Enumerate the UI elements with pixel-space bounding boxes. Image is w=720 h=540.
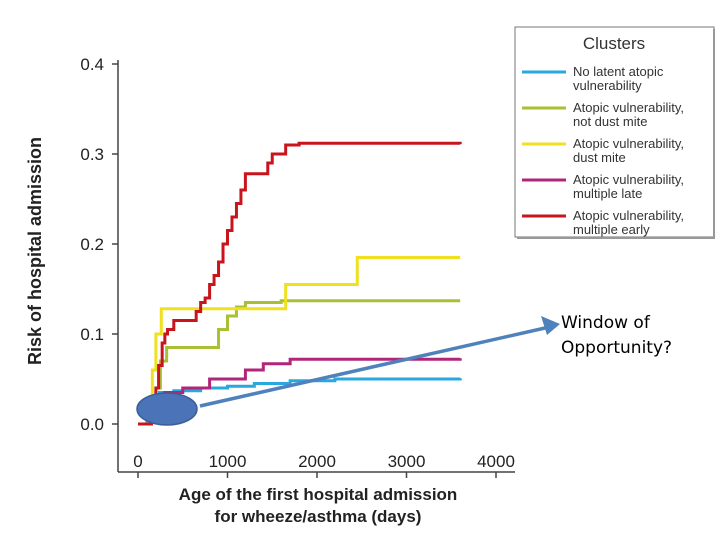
x-ticks: 0 1000 2000 3000 4000 [133, 452, 515, 478]
x-axis-label-line-2: for wheeze/asthma (days) [215, 507, 422, 526]
annotation-arrow-group [136, 316, 560, 426]
legend-box [514, 26, 715, 238]
y-tick-label: 0.2 [80, 235, 104, 254]
legend-label-atopic-vulnerability-not-dust-mite: not dust mite [573, 114, 647, 129]
annotation-arrowhead [541, 316, 560, 335]
annotation-arrow-line [199, 326, 546, 408]
legend-title: Clusters [583, 34, 645, 53]
y-axis-label: Risk of hospital admission [25, 137, 45, 365]
legend-label-no-latent-atopic-vulnerability: No latent atopic [573, 64, 664, 79]
x-tick-label: 3000 [388, 452, 426, 471]
y-tick-label: 0.1 [80, 325, 104, 344]
x-tick-label: 0 [133, 452, 142, 471]
x-tick-label: 4000 [477, 452, 515, 471]
legend-label-atopic-vulnerability-multiple-late: Atopic vulnerability, [573, 172, 684, 187]
y-tick-label: 0.4 [80, 55, 104, 74]
y-tick-label: 0.0 [80, 415, 104, 434]
legend-label-atopic-vulnerability-multiple-early: Atopic vulnerability, [573, 208, 684, 223]
x-axis-label-line-1: Age of the first hospital admission [179, 485, 458, 504]
series-line-atopic-vulnerability-multiple-early [138, 141, 462, 426]
legend-label-atopic-vulnerability-multiple-late: multiple late [573, 186, 642, 201]
legend-label-atopic-vulnerability-multiple-early: multiple early [573, 222, 650, 237]
annotation-text: Window of Opportunity? [561, 311, 672, 361]
x-tick-label: 2000 [298, 452, 336, 471]
x-tick-label: 1000 [209, 452, 247, 471]
annotation-text-line-1: Window of [561, 313, 650, 333]
legend-label-no-latent-atopic-vulnerability: vulnerability [573, 78, 642, 93]
y-ticks: 0.0 0.1 0.2 0.3 0.4 [80, 55, 118, 434]
y-tick-label: 0.3 [80, 145, 104, 164]
legend-label-atopic-vulnerability-dust-mite: Atopic vulnerability, [573, 136, 684, 151]
annotation-ellipse [136, 392, 198, 426]
legend-label-atopic-vulnerability-not-dust-mite: Atopic vulnerability, [573, 100, 684, 115]
annotation-text-line-2: Opportunity? [561, 338, 673, 358]
legend-label-atopic-vulnerability-dust-mite: dust mite [573, 150, 626, 165]
